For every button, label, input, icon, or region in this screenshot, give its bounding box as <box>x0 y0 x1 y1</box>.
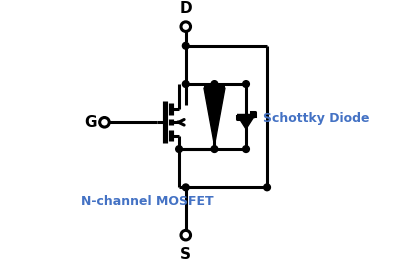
Circle shape <box>176 146 182 152</box>
Circle shape <box>211 81 218 87</box>
Text: D: D <box>179 1 192 16</box>
Text: Schottky Diode: Schottky Diode <box>263 112 370 125</box>
Text: G: G <box>84 115 97 130</box>
Circle shape <box>182 81 189 87</box>
Text: S: S <box>180 247 191 262</box>
Circle shape <box>182 184 189 191</box>
Circle shape <box>181 22 190 32</box>
Polygon shape <box>237 116 255 129</box>
Circle shape <box>182 42 189 49</box>
Circle shape <box>211 146 218 152</box>
Circle shape <box>243 146 249 152</box>
Circle shape <box>243 81 249 87</box>
Circle shape <box>100 117 109 127</box>
Circle shape <box>264 184 271 191</box>
Circle shape <box>181 230 190 240</box>
Text: N-channel MOSFET: N-channel MOSFET <box>81 195 213 208</box>
Polygon shape <box>204 88 225 145</box>
